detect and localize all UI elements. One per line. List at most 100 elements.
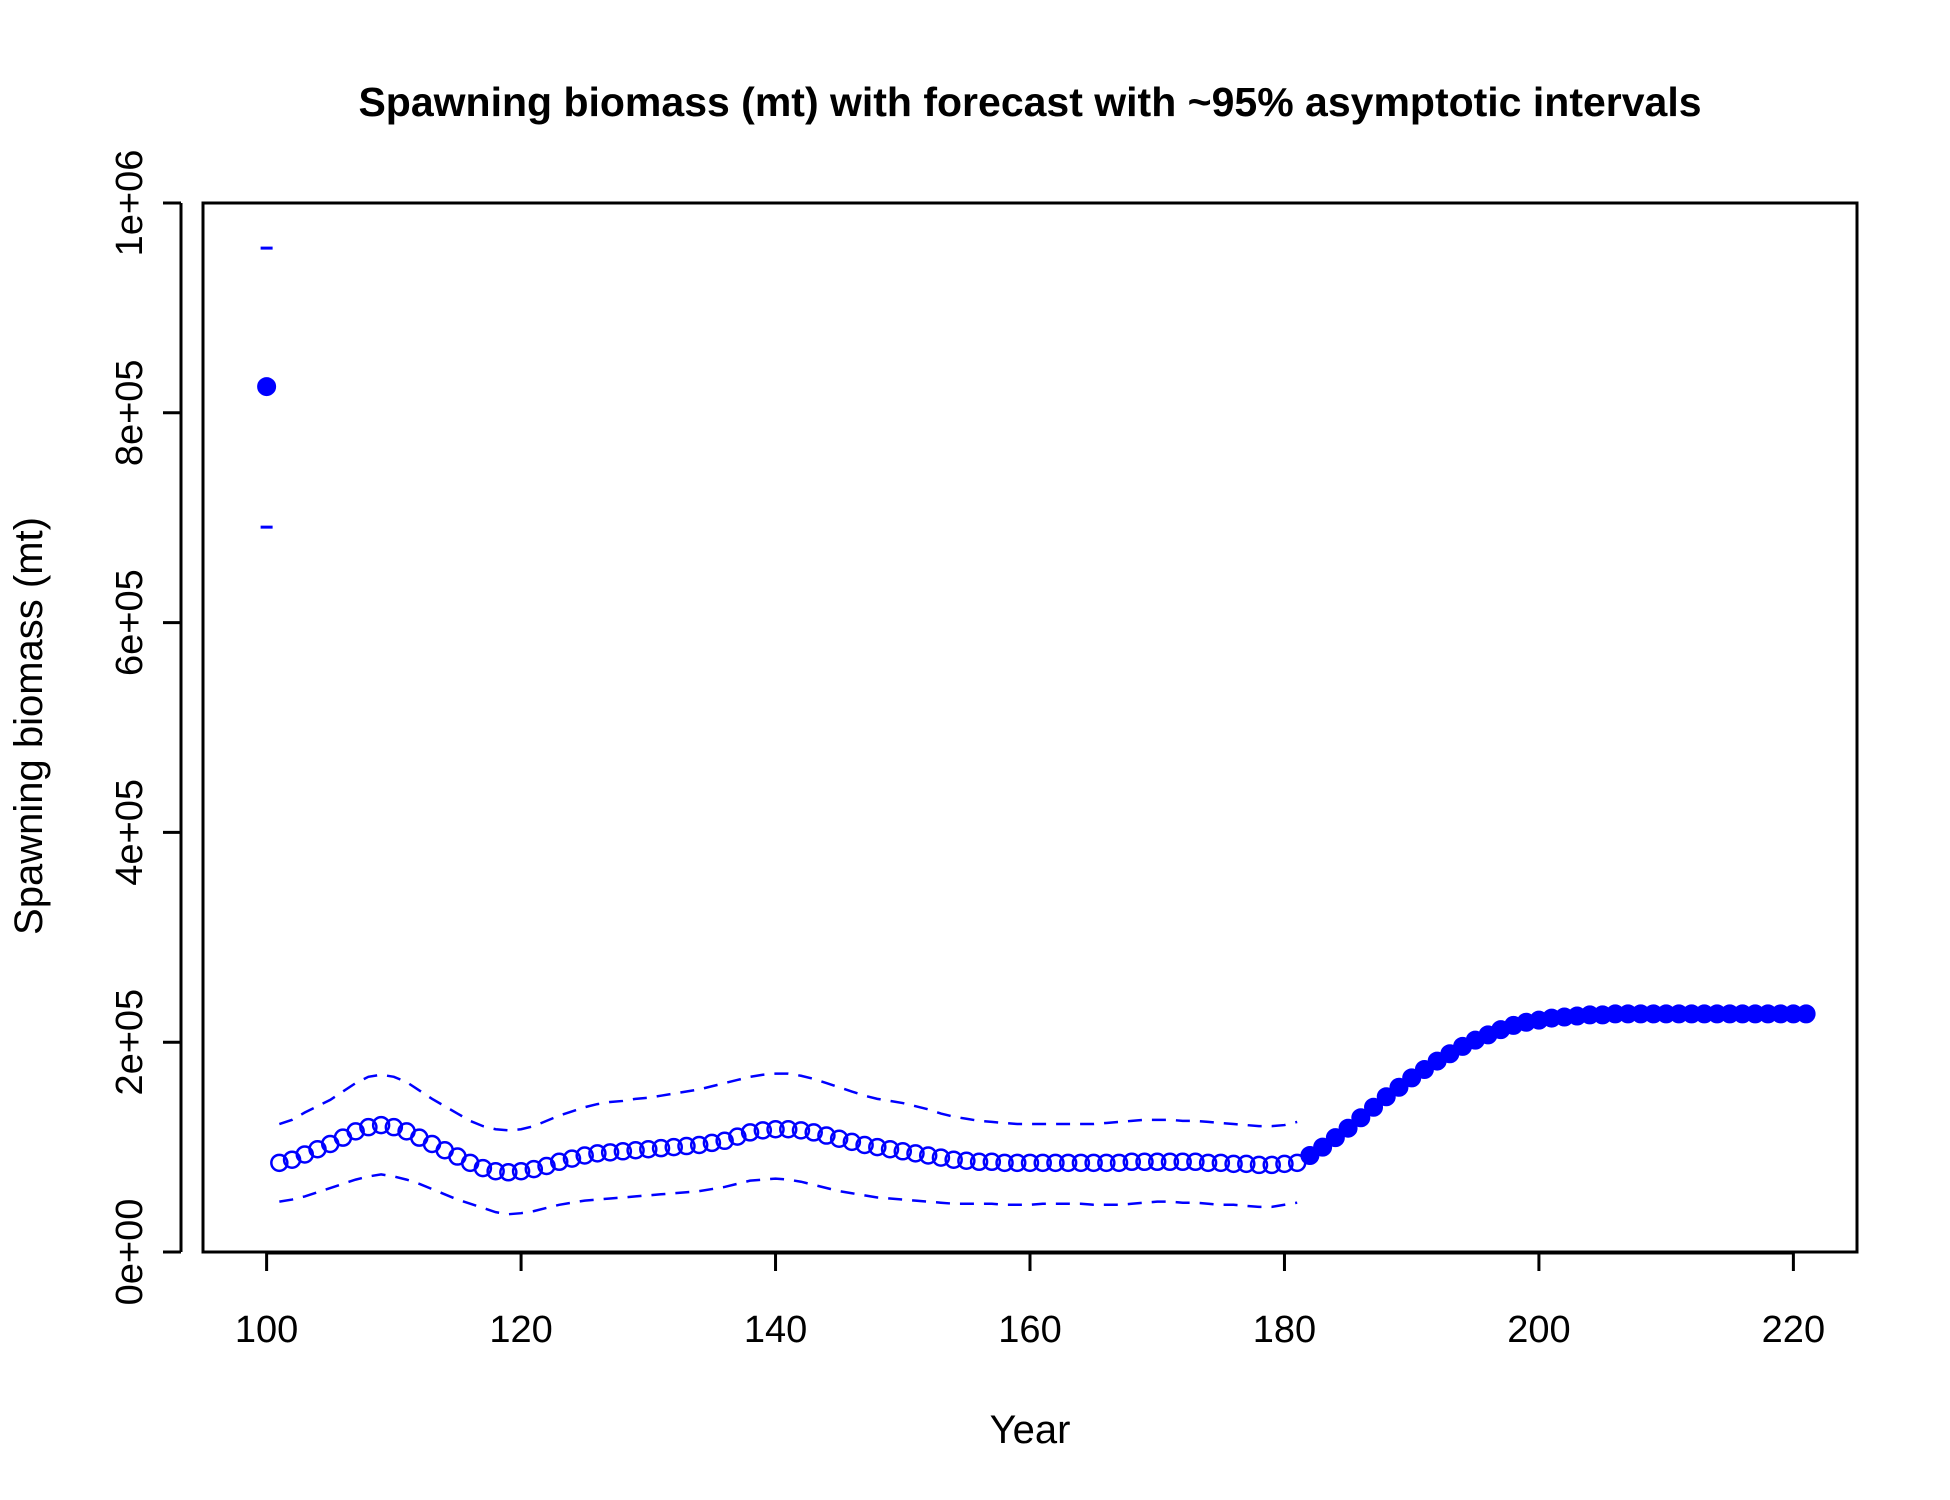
- estimated-point: [1147, 1152, 1167, 1172]
- x-tick-label: 200: [1507, 1309, 1570, 1351]
- y-tick-label: 1e+06: [109, 150, 151, 257]
- estimated-point: [957, 1151, 976, 1170]
- estimated-point: [1224, 1154, 1243, 1174]
- estimated-point: [906, 1144, 925, 1163]
- forecast-point: [1796, 1004, 1816, 1024]
- estimated-point: [371, 1115, 391, 1135]
- estimated-point: [588, 1144, 607, 1163]
- estimated-point: [1046, 1153, 1065, 1173]
- estimated-point: [1135, 1152, 1154, 1172]
- estimated-point: [626, 1140, 645, 1160]
- estimated-point: [893, 1142, 913, 1161]
- estimated-point: [346, 1122, 365, 1141]
- estimated-point: [499, 1163, 518, 1182]
- x-tick-label: 100: [235, 1309, 298, 1351]
- estimated-point: [1275, 1154, 1294, 1174]
- x-tick-label: 220: [1762, 1309, 1825, 1351]
- estimated-point: [766, 1120, 785, 1139]
- estimated-point: [931, 1148, 951, 1167]
- estimated-point: [600, 1143, 620, 1162]
- estimated-point: [715, 1131, 734, 1151]
- estimated-point: [613, 1142, 633, 1161]
- plot-frame: [201, 201, 1859, 1254]
- estimated-point: [549, 1152, 569, 1172]
- estimated-point: [969, 1152, 989, 1172]
- estimated-point: [1211, 1153, 1231, 1173]
- estimated-point: [1008, 1153, 1027, 1173]
- estimated-point: [562, 1149, 582, 1168]
- interval-lower-line: [279, 1173, 1298, 1216]
- estimated-point: [1173, 1152, 1192, 1172]
- estimated-point: [1186, 1152, 1205, 1172]
- estimated-point: [804, 1123, 823, 1142]
- data-points: [257, 377, 1816, 1182]
- forecast-point: [1325, 1128, 1345, 1148]
- estimated-point: [384, 1117, 404, 1137]
- interval-lines: [260, 246, 1298, 1216]
- estimated-point: [664, 1137, 684, 1157]
- estimated-point: [982, 1152, 1002, 1172]
- estimated-point: [1071, 1153, 1091, 1173]
- estimated-point: [855, 1135, 874, 1155]
- estimated-point: [829, 1129, 849, 1148]
- estimated-point: [270, 1153, 289, 1173]
- estimated-point: [651, 1138, 671, 1158]
- estimated-point: [677, 1136, 696, 1156]
- y-tick-label: 6e+05: [109, 569, 151, 676]
- estimated-point: [1198, 1153, 1218, 1173]
- forecast-point: [1376, 1087, 1396, 1107]
- estimated-point: [486, 1161, 505, 1181]
- estimated-point: [842, 1132, 862, 1152]
- estimated-point: [359, 1117, 378, 1137]
- forecast-point: [1351, 1108, 1371, 1128]
- estimated-point: [639, 1139, 658, 1159]
- x-tick-label: 180: [1253, 1309, 1316, 1351]
- estimated-point: [1249, 1155, 1269, 1175]
- estimated-point: [817, 1126, 836, 1145]
- estimated-point: [1109, 1153, 1129, 1173]
- estimated-point: [880, 1139, 900, 1159]
- y-axis-label: Spawning biomass (mt): [7, 517, 51, 935]
- estimated-point: [1084, 1153, 1103, 1173]
- forecast-point: [1389, 1077, 1409, 1097]
- forecast-point: [1364, 1097, 1384, 1117]
- estimated-point: [689, 1135, 709, 1155]
- estimated-point: [575, 1146, 594, 1165]
- estimated-point: [1097, 1153, 1116, 1173]
- forecast-point: [1338, 1118, 1358, 1138]
- x-tick-label: 160: [998, 1309, 1061, 1351]
- virgin-point: [257, 377, 277, 397]
- y-tick-label: 4e+05: [109, 779, 151, 886]
- y-tick-label: 8e+05: [109, 359, 151, 466]
- estimated-point: [511, 1161, 531, 1181]
- estimated-point: [1262, 1155, 1281, 1175]
- y-tick-label: 2e+05: [109, 989, 151, 1096]
- x-axis-label: Year: [990, 1408, 1071, 1452]
- chart-title: Spawning biomass (mt) with forecast with…: [358, 79, 1701, 125]
- x-tick-label: 120: [489, 1309, 552, 1351]
- estimated-point: [473, 1158, 493, 1178]
- estimated-point: [995, 1153, 1014, 1173]
- y-tick-label: 0e+00: [109, 1199, 151, 1306]
- y-axis: 0e+00 2e+05 4e+05 6e+05 8e+05 1e+06: [109, 150, 183, 1306]
- estimated-point: [1020, 1153, 1040, 1173]
- estimated-point: [1058, 1153, 1078, 1173]
- estimated-point: [791, 1121, 811, 1140]
- estimated-point: [868, 1137, 887, 1157]
- estimated-point: [753, 1121, 773, 1140]
- estimated-point: [740, 1123, 760, 1142]
- estimated-point: [1033, 1153, 1052, 1173]
- estimated-point: [524, 1159, 544, 1179]
- estimated-point: [918, 1146, 938, 1165]
- interval-upper-line: [278, 1072, 1298, 1132]
- x-axis: 100 120 140 160 180 200 220: [235, 1251, 1825, 1351]
- estimated-point: [1160, 1152, 1180, 1172]
- estimated-point: [1122, 1152, 1142, 1172]
- estimated-point: [537, 1156, 556, 1176]
- forecast-point: [1313, 1137, 1333, 1157]
- estimated-point: [1237, 1154, 1256, 1174]
- estimated-point: [728, 1127, 747, 1146]
- estimated-point: [702, 1133, 722, 1153]
- estimated-point: [944, 1150, 963, 1169]
